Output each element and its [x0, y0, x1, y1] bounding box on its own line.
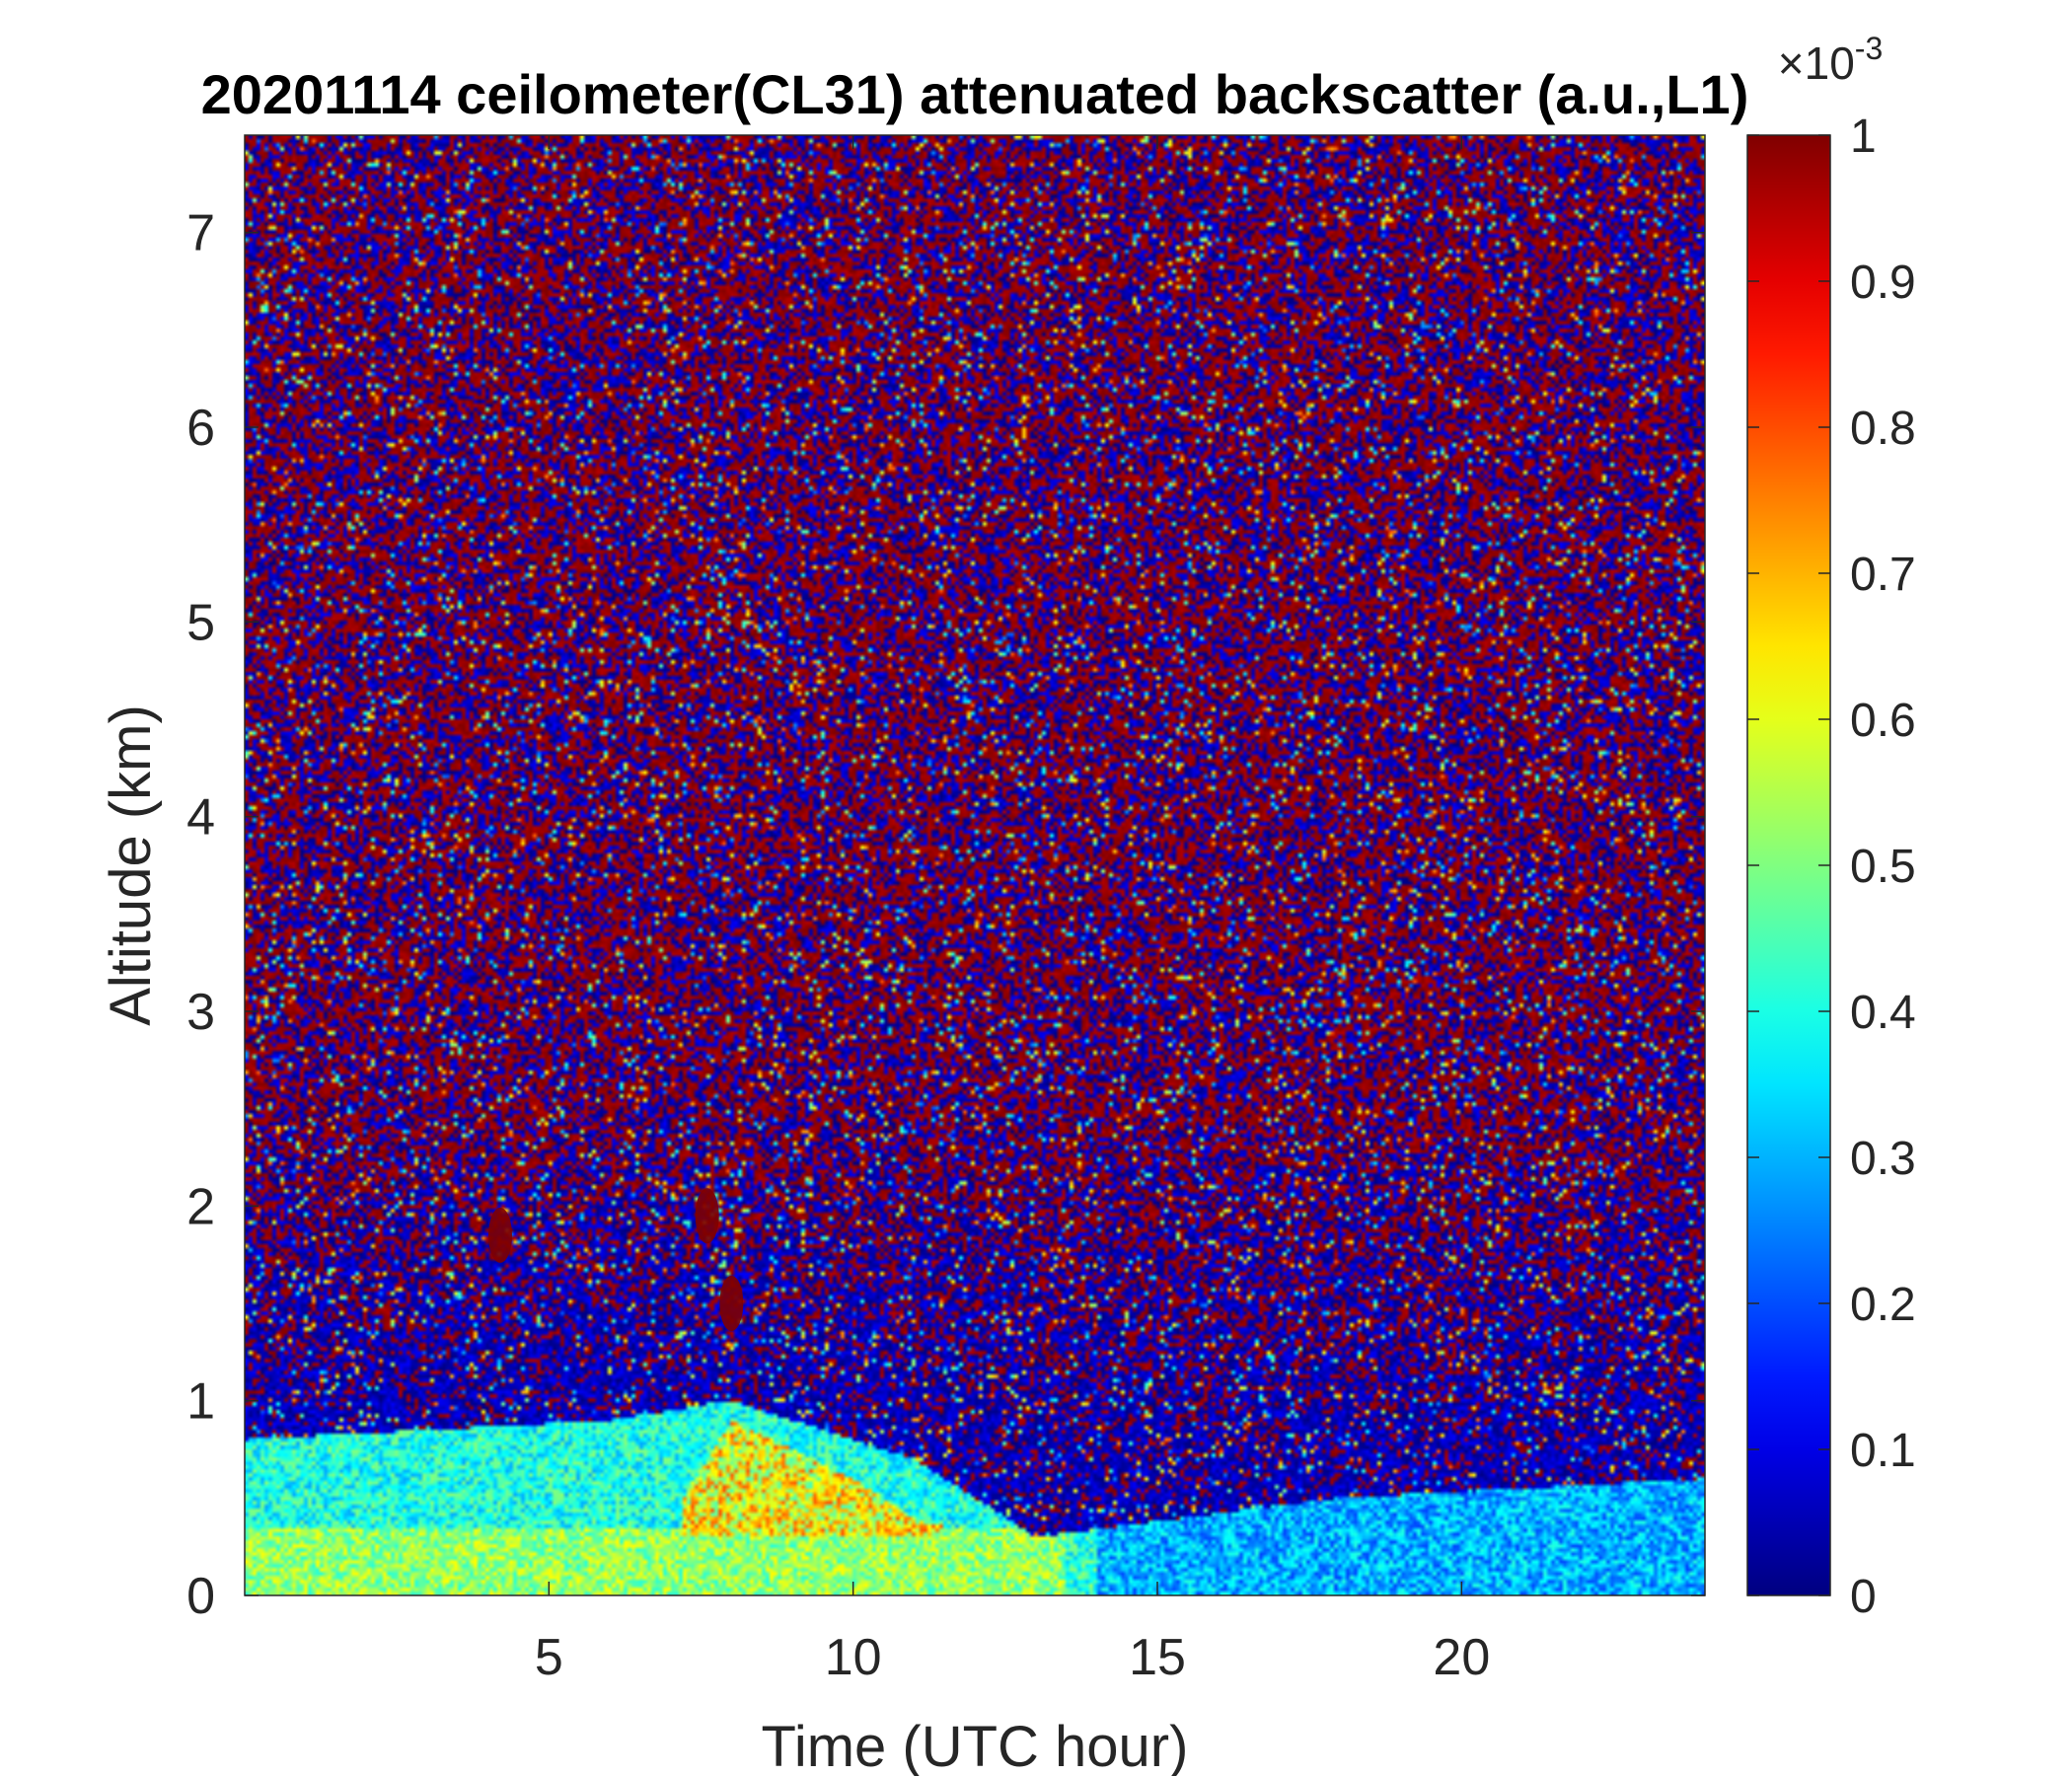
plot-frame: [244, 134, 1706, 1596]
colorbar-ticks: 0 0.1 0.2 0.3 0.4 0.5 0.6 0.7 0.8 0.9 1: [1747, 111, 1916, 1623]
colorbar-tick-label: 0.8: [1850, 403, 1916, 455]
chart-title: 20201114 ceilometer(CL31) attenuated bac…: [201, 63, 1749, 125]
colorbar-exponent: ×10-3: [1778, 31, 1883, 89]
y-tick-label: 7: [186, 205, 215, 262]
cloud-patch: [695, 1188, 719, 1244]
cloud-patches: [488, 1188, 744, 1331]
y-tick-label: 1: [186, 1373, 215, 1431]
plot-area: [245, 135, 1705, 1595]
heatmap-image: [245, 135, 1705, 1595]
x-axis: 5 10 15 20: [535, 135, 1490, 1686]
colorbar-exponent-power: -3: [1855, 31, 1883, 66]
colorbar-tick-label: 0.7: [1850, 549, 1916, 601]
colorbar-tick-label: 0.4: [1850, 987, 1916, 1039]
colorbar-tick-label: 0: [1850, 1571, 1877, 1623]
colorbar-tick-label: 0.1: [1850, 1425, 1916, 1477]
colorbar-gradient: [1747, 135, 1830, 1595]
colorbar-tick-label: 1: [1850, 111, 1877, 163]
y-tick-label: 2: [186, 1178, 215, 1235]
colorbar-tick-label: 0.6: [1850, 695, 1916, 747]
y-axis: 0 1 2 3 4 5 6 7: [186, 205, 1705, 1625]
x-tick-label: 5: [535, 1629, 563, 1686]
y-tick-label: 6: [186, 400, 215, 457]
y-axis-label: Altitude (km): [99, 704, 163, 1026]
x-axis-label: Time (UTC hour): [762, 1715, 1189, 1776]
y-tick-label: 0: [186, 1568, 215, 1625]
y-tick-label: 4: [186, 789, 215, 847]
cloud-patch: [488, 1207, 512, 1263]
x-tick-label: 10: [825, 1629, 882, 1686]
colorbar-exponent-base: ×10: [1778, 37, 1855, 89]
x-tick-label: 20: [1433, 1629, 1490, 1686]
colorbar-tick-label: 0.9: [1850, 257, 1916, 309]
colorbar-tick-label: 0.5: [1850, 841, 1916, 893]
y-tick-label: 3: [186, 984, 215, 1041]
x-tick-label: 15: [1129, 1629, 1186, 1686]
cloud-patch: [719, 1276, 744, 1331]
colorbar-tick-label: 0.2: [1850, 1279, 1916, 1331]
y-tick-label: 5: [186, 594, 215, 651]
colorbar: 0 0.1 0.2 0.3 0.4 0.5 0.6 0.7 0.8 0.9 1 ×10-3: [1746, 31, 1916, 1623]
colorbar-tick-label: 0.3: [1850, 1133, 1916, 1185]
